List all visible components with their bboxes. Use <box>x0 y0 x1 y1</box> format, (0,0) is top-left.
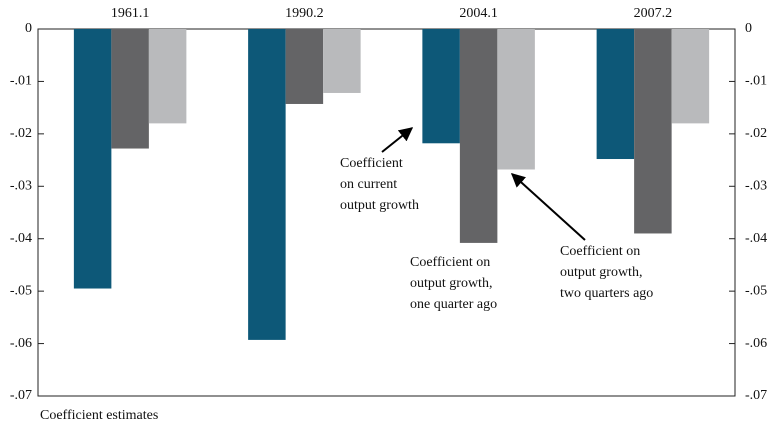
x-tick-label: 2004.1 <box>459 6 498 21</box>
y-tick-label: -.04 <box>10 231 32 246</box>
y-tick-label: -.03 <box>10 179 32 194</box>
bar <box>671 29 710 124</box>
annotation: Coefficient on <box>410 255 490 270</box>
arrow <box>381 127 414 153</box>
arrow <box>510 173 586 241</box>
y-tick-label: -.05 <box>10 283 32 298</box>
y-tick-label: -.07 <box>10 388 32 403</box>
bar <box>422 29 460 144</box>
y2-tick-label: -.04 <box>745 231 767 246</box>
x-tick-label: 1990.2 <box>285 6 324 21</box>
y-tick-label: -.02 <box>10 126 32 141</box>
bar <box>248 29 286 340</box>
y2-tick-label: -.03 <box>745 179 767 194</box>
annotation: on current <box>340 177 397 192</box>
bar <box>323 29 361 93</box>
footer: Coefficient estimates <box>40 408 158 423</box>
y2-tick-label: -.07 <box>745 388 767 403</box>
y2-tick-label: -.06 <box>745 336 767 351</box>
y-tick-label: -.01 <box>10 74 32 89</box>
y-tick-label: -.06 <box>10 336 32 351</box>
y2-tick-label: 0 <box>745 21 752 36</box>
bar <box>285 29 324 104</box>
annotation: output growth, <box>560 265 642 280</box>
annotation: Coefficient on <box>560 244 640 259</box>
bar <box>459 29 498 243</box>
annotation: Coefficient <box>340 156 403 171</box>
x-tick-label: 1961.1 <box>111 6 150 21</box>
y-tick-label: 0 <box>25 21 32 36</box>
x-tick-label: 2007.2 <box>634 6 673 21</box>
bar <box>634 29 672 234</box>
annotation: one quarter ago <box>410 297 497 312</box>
annotation: two quarters ago <box>560 286 653 301</box>
bar <box>111 29 149 149</box>
bar <box>596 29 635 160</box>
annotation: output growth, <box>410 276 492 291</box>
bar <box>73 29 112 289</box>
plot-frame <box>37 28 736 397</box>
y2-tick-label: -.01 <box>745 74 767 89</box>
y2-tick-label: -.05 <box>745 283 767 298</box>
bar <box>148 29 187 124</box>
y2-tick-label: -.02 <box>745 126 767 141</box>
bar <box>497 29 535 170</box>
annotation: output growth <box>340 198 419 213</box>
